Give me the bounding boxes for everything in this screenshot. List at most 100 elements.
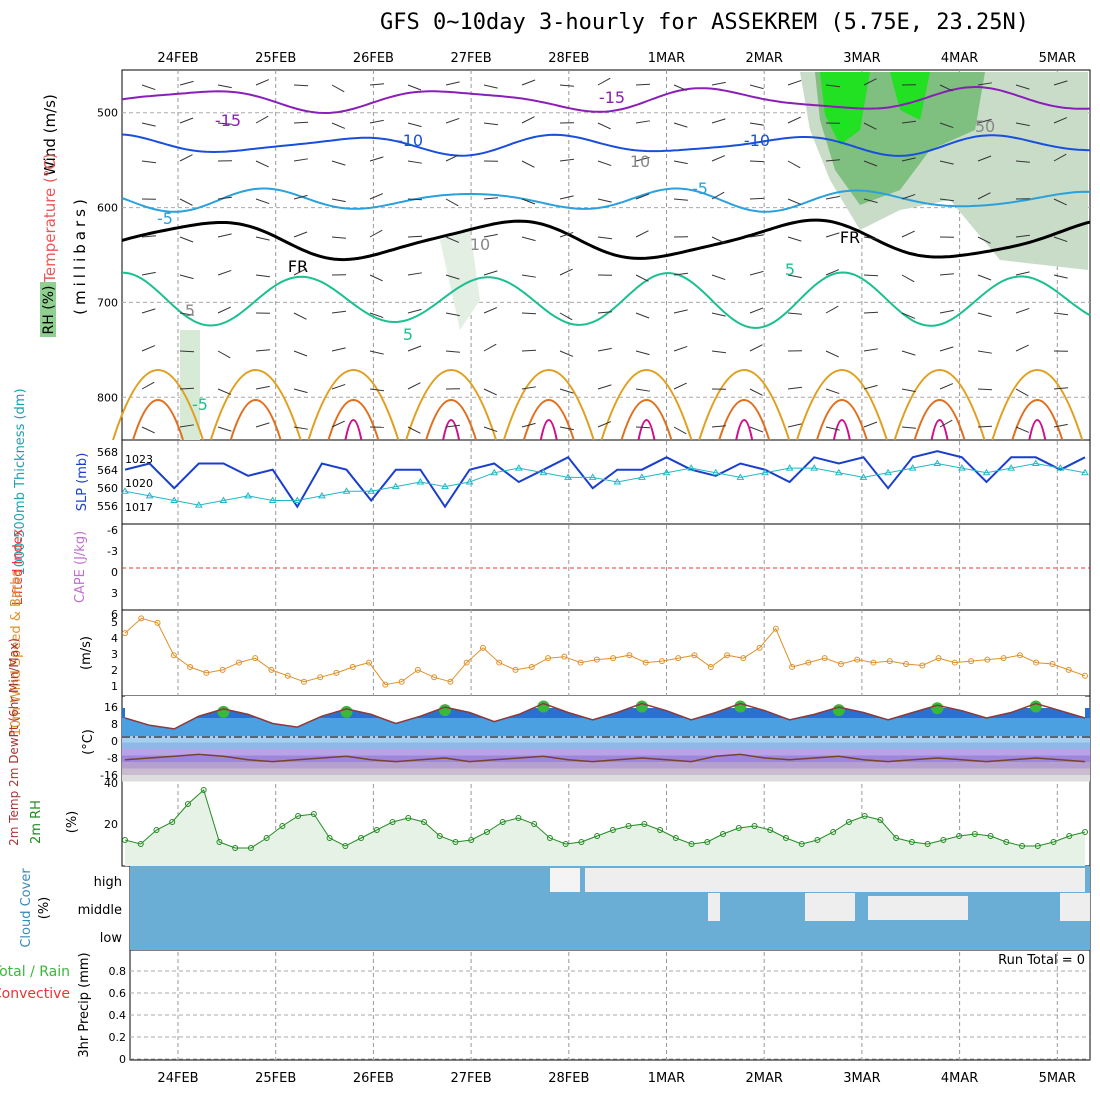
wind10m-line-point bbox=[187, 663, 194, 670]
slp-ytick-right: 1023 bbox=[125, 453, 153, 466]
slp-ytick-right: 1017 bbox=[125, 501, 153, 514]
cloud-level-label: high bbox=[94, 875, 122, 890]
wind10m-line-point bbox=[691, 652, 698, 659]
temp-contour-15 bbox=[1011, 399, 1064, 441]
wind-barb bbox=[901, 120, 916, 124]
temp-band bbox=[122, 768, 1090, 775]
temp-ytick: -16 bbox=[100, 769, 118, 782]
temp-contour-20 bbox=[735, 419, 754, 441]
wind-barb bbox=[787, 312, 802, 315]
wind-barb bbox=[217, 350, 231, 359]
wind-barb bbox=[293, 231, 308, 238]
date-label-bottom: 4MAR bbox=[941, 1071, 978, 1086]
temp-contour-15 bbox=[620, 399, 673, 441]
wind-barb bbox=[293, 312, 307, 320]
rh2m-line-point bbox=[310, 811, 317, 817]
wind10m-line-point bbox=[642, 659, 649, 666]
cloud-clear-high bbox=[585, 868, 1085, 892]
rh2m-line-point bbox=[987, 833, 994, 839]
rh2m-line-point bbox=[153, 827, 160, 833]
rh2m-line-point bbox=[358, 835, 365, 841]
wind-barb bbox=[787, 160, 801, 169]
thickness-line-point bbox=[145, 491, 154, 499]
wind10m-line-point bbox=[772, 625, 779, 632]
wind-barb bbox=[825, 269, 840, 276]
wind-barb bbox=[369, 312, 384, 319]
wind-barb bbox=[1053, 423, 1068, 428]
wind-barb bbox=[977, 425, 993, 428]
rh2m-line-point bbox=[798, 841, 805, 847]
wind10m-line-point bbox=[805, 659, 812, 666]
wind-barb bbox=[863, 198, 878, 204]
wind-barb bbox=[559, 350, 574, 357]
temp-contour-minus15 bbox=[121, 86, 1091, 115]
thickness-line-point bbox=[194, 501, 203, 508]
wind-barb bbox=[559, 84, 574, 87]
contour-label: 10 bbox=[470, 235, 490, 254]
wind10m-line-point bbox=[577, 659, 584, 666]
wind-barb bbox=[749, 160, 765, 163]
wind-barb bbox=[407, 272, 422, 276]
wind-barb bbox=[939, 122, 954, 129]
rh2m-panel bbox=[122, 787, 1088, 866]
wind10m-line-point bbox=[1033, 659, 1040, 666]
wind10m-line-point bbox=[951, 659, 958, 666]
wind10m-line-point bbox=[512, 666, 519, 673]
date-label-top: 26FEB bbox=[353, 51, 394, 66]
rh2m-line-point bbox=[956, 833, 963, 839]
rh2m-line-point bbox=[908, 839, 915, 845]
wind10m-line-point bbox=[968, 658, 975, 665]
contour-label: FR bbox=[288, 257, 308, 276]
chart-title: GFS 0~10day 3-hourly for ASSEKREM (5.75E… bbox=[380, 10, 1030, 35]
thickness-line-point bbox=[1007, 464, 1016, 471]
wind10m-line-point bbox=[528, 663, 535, 670]
rh2m-line-point bbox=[830, 829, 837, 835]
wind-barb bbox=[407, 235, 423, 238]
wind-barb bbox=[445, 424, 460, 428]
wind10m-line-point bbox=[707, 663, 714, 670]
wind-barb bbox=[483, 388, 497, 396]
wind-barb bbox=[711, 274, 726, 281]
wind-barb bbox=[369, 229, 383, 238]
rh2m-line-point bbox=[452, 839, 459, 845]
wind-barb bbox=[559, 426, 574, 431]
slp-ytick-left: 568 bbox=[97, 446, 118, 459]
wind10m-line-point bbox=[1082, 672, 1088, 679]
temp-unit: (°C) bbox=[81, 729, 96, 755]
wind-unit: (m/s) bbox=[79, 636, 94, 670]
wind10m-line-point bbox=[1000, 655, 1007, 662]
slp-ytick-left: 564 bbox=[97, 464, 118, 477]
wind-barb bbox=[901, 312, 916, 319]
thickness-line-point bbox=[342, 487, 351, 494]
rh-shade-high bbox=[890, 72, 930, 120]
cloud-clear-mid bbox=[868, 896, 968, 920]
wind-barb bbox=[179, 274, 194, 280]
wind-barb bbox=[369, 119, 384, 124]
wind-barb bbox=[483, 233, 498, 238]
wind-barb bbox=[939, 383, 954, 390]
wind-barb bbox=[445, 312, 460, 317]
date-label-bottom: 2MAR bbox=[745, 1071, 782, 1086]
wind-barb bbox=[445, 198, 459, 207]
wind-barb bbox=[217, 388, 232, 395]
wind-barb bbox=[445, 350, 460, 353]
slp-thickness-panel bbox=[121, 450, 1089, 509]
wind-ytick: 4 bbox=[111, 632, 118, 645]
wind10m-line-point bbox=[479, 644, 486, 651]
wind-barb bbox=[673, 198, 688, 201]
wind10m-line-point bbox=[414, 666, 421, 673]
temp-ytick: 0 bbox=[111, 735, 118, 748]
wind10m-line-point bbox=[219, 666, 226, 673]
temp-contour-minus10 bbox=[121, 133, 1091, 157]
wind-barb bbox=[635, 156, 650, 162]
wind-barb bbox=[901, 388, 916, 393]
wind-barb bbox=[711, 81, 726, 86]
wind-barb bbox=[369, 350, 384, 355]
rh2m-line-point bbox=[1082, 829, 1088, 835]
wind-barb bbox=[711, 236, 725, 244]
thickness-line-point bbox=[859, 473, 868, 480]
wind-barb bbox=[445, 274, 460, 280]
wind-barb bbox=[977, 192, 991, 200]
wind-barb bbox=[787, 116, 801, 124]
wind10m-line-point bbox=[561, 653, 568, 660]
